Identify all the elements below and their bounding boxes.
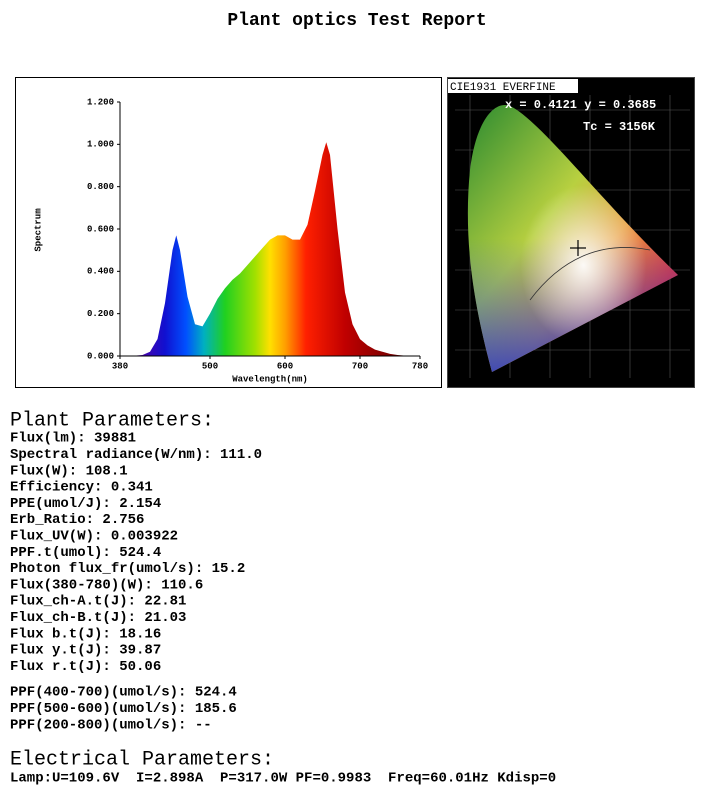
y-tick-label: 0.400 bbox=[87, 267, 114, 277]
ppf-line: PPF(500-600)(umol/s): 185.6 bbox=[10, 701, 237, 717]
x-tick-label: 600 bbox=[277, 361, 293, 371]
parameter-line: Spectral radiance(W/nm): 111.0 bbox=[10, 447, 262, 463]
plant-heading: Plant Parameters: bbox=[10, 409, 214, 432]
y-tick-label: 0.800 bbox=[87, 182, 114, 192]
y-tick-label: 0.000 bbox=[87, 351, 114, 361]
cie-marker bbox=[570, 240, 586, 256]
parameter-line: Erb_Ratio: 2.756 bbox=[10, 512, 144, 528]
ppf-line: PPF(400-700)(umol/s): 524.4 bbox=[10, 685, 237, 701]
parameter-line: Efficiency: 0.341 bbox=[10, 480, 153, 496]
parameter-line: Flux_ch-A.t(J): 22.81 bbox=[10, 594, 186, 610]
x-tick-label: 380 bbox=[112, 361, 128, 371]
ppf-line: PPF(200-800)(umol/s): -- bbox=[10, 718, 212, 734]
spectrum-chart: 0.000 0.200 0.400 0.600 0.800 1.000 1.200 380 50… bbox=[87, 97, 428, 371]
x-tick-label: 780 bbox=[412, 361, 428, 371]
x-axis-label: Wavelength(nm) bbox=[232, 374, 308, 384]
planckian-locus bbox=[529, 247, 651, 301]
parameter-line: Flux(W): 108.1 bbox=[10, 463, 128, 479]
y-tick-label: 0.600 bbox=[87, 224, 114, 234]
spectrum-area bbox=[120, 142, 420, 356]
y-tick-label: 1.000 bbox=[87, 140, 114, 150]
cie-coords: x = 0.4121 y = 0.3685 bbox=[505, 98, 656, 112]
cie-title-box bbox=[448, 79, 578, 93]
parameter-line: Flux y.t(J): 39.87 bbox=[10, 643, 161, 659]
parameter-line: Flux(lm): 39881 bbox=[10, 431, 136, 447]
parameter-line: Photon flux_fr(umol/s): 15.2 bbox=[10, 561, 245, 577]
parameter-line: PPF.t(umol): 524.4 bbox=[10, 545, 161, 561]
cie-title: CIE1931 EVERFINE bbox=[450, 82, 556, 94]
parameter-line: PPE(umol/J): 2.154 bbox=[10, 496, 161, 512]
parameter-line: Flux(380-780)(W): 110.6 bbox=[10, 577, 203, 593]
parameter-line: Flux_UV(W): 0.003922 bbox=[10, 529, 178, 545]
y-tick-label: 1.200 bbox=[87, 97, 114, 107]
ppf-parameters: PPF(400-700)(umol/s): 524.4PPF(500-600)(… bbox=[10, 685, 237, 734]
electrical-heading: Electrical Parameters: bbox=[10, 748, 274, 771]
parameter-line: Flux b.t(J): 18.16 bbox=[10, 626, 161, 642]
parameter-line: Flux_ch-B.t(J): 21.03 bbox=[10, 610, 186, 626]
y-axis-label: Spectrum bbox=[33, 208, 43, 252]
y-tick-label: 0.200 bbox=[87, 309, 114, 319]
parameter-line: Flux r.t(J): 50.06 bbox=[10, 659, 161, 675]
electrical-line: Lamp:U=109.6V I=2.898A P=317.0W PF=0.998… bbox=[10, 771, 556, 787]
cie-diagram: CIE1931 EVERFINE x = 0.4121 y = 0.3685 T… bbox=[447, 77, 695, 388]
cie-tc: Tc = 3156K bbox=[583, 120, 656, 134]
report-title: Plant optics Test Report bbox=[227, 11, 486, 31]
x-tick-label: 700 bbox=[352, 361, 368, 371]
x-tick-label: 500 bbox=[202, 361, 218, 371]
